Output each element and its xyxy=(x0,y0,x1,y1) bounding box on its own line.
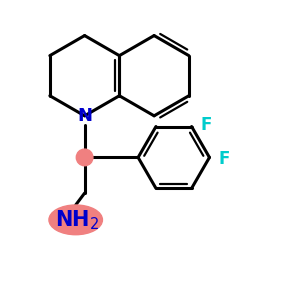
Text: F: F xyxy=(200,116,212,134)
Text: NH$_2$: NH$_2$ xyxy=(55,208,99,232)
Ellipse shape xyxy=(49,205,102,235)
Text: F: F xyxy=(218,150,230,168)
Text: N: N xyxy=(77,107,92,125)
Circle shape xyxy=(76,149,93,166)
